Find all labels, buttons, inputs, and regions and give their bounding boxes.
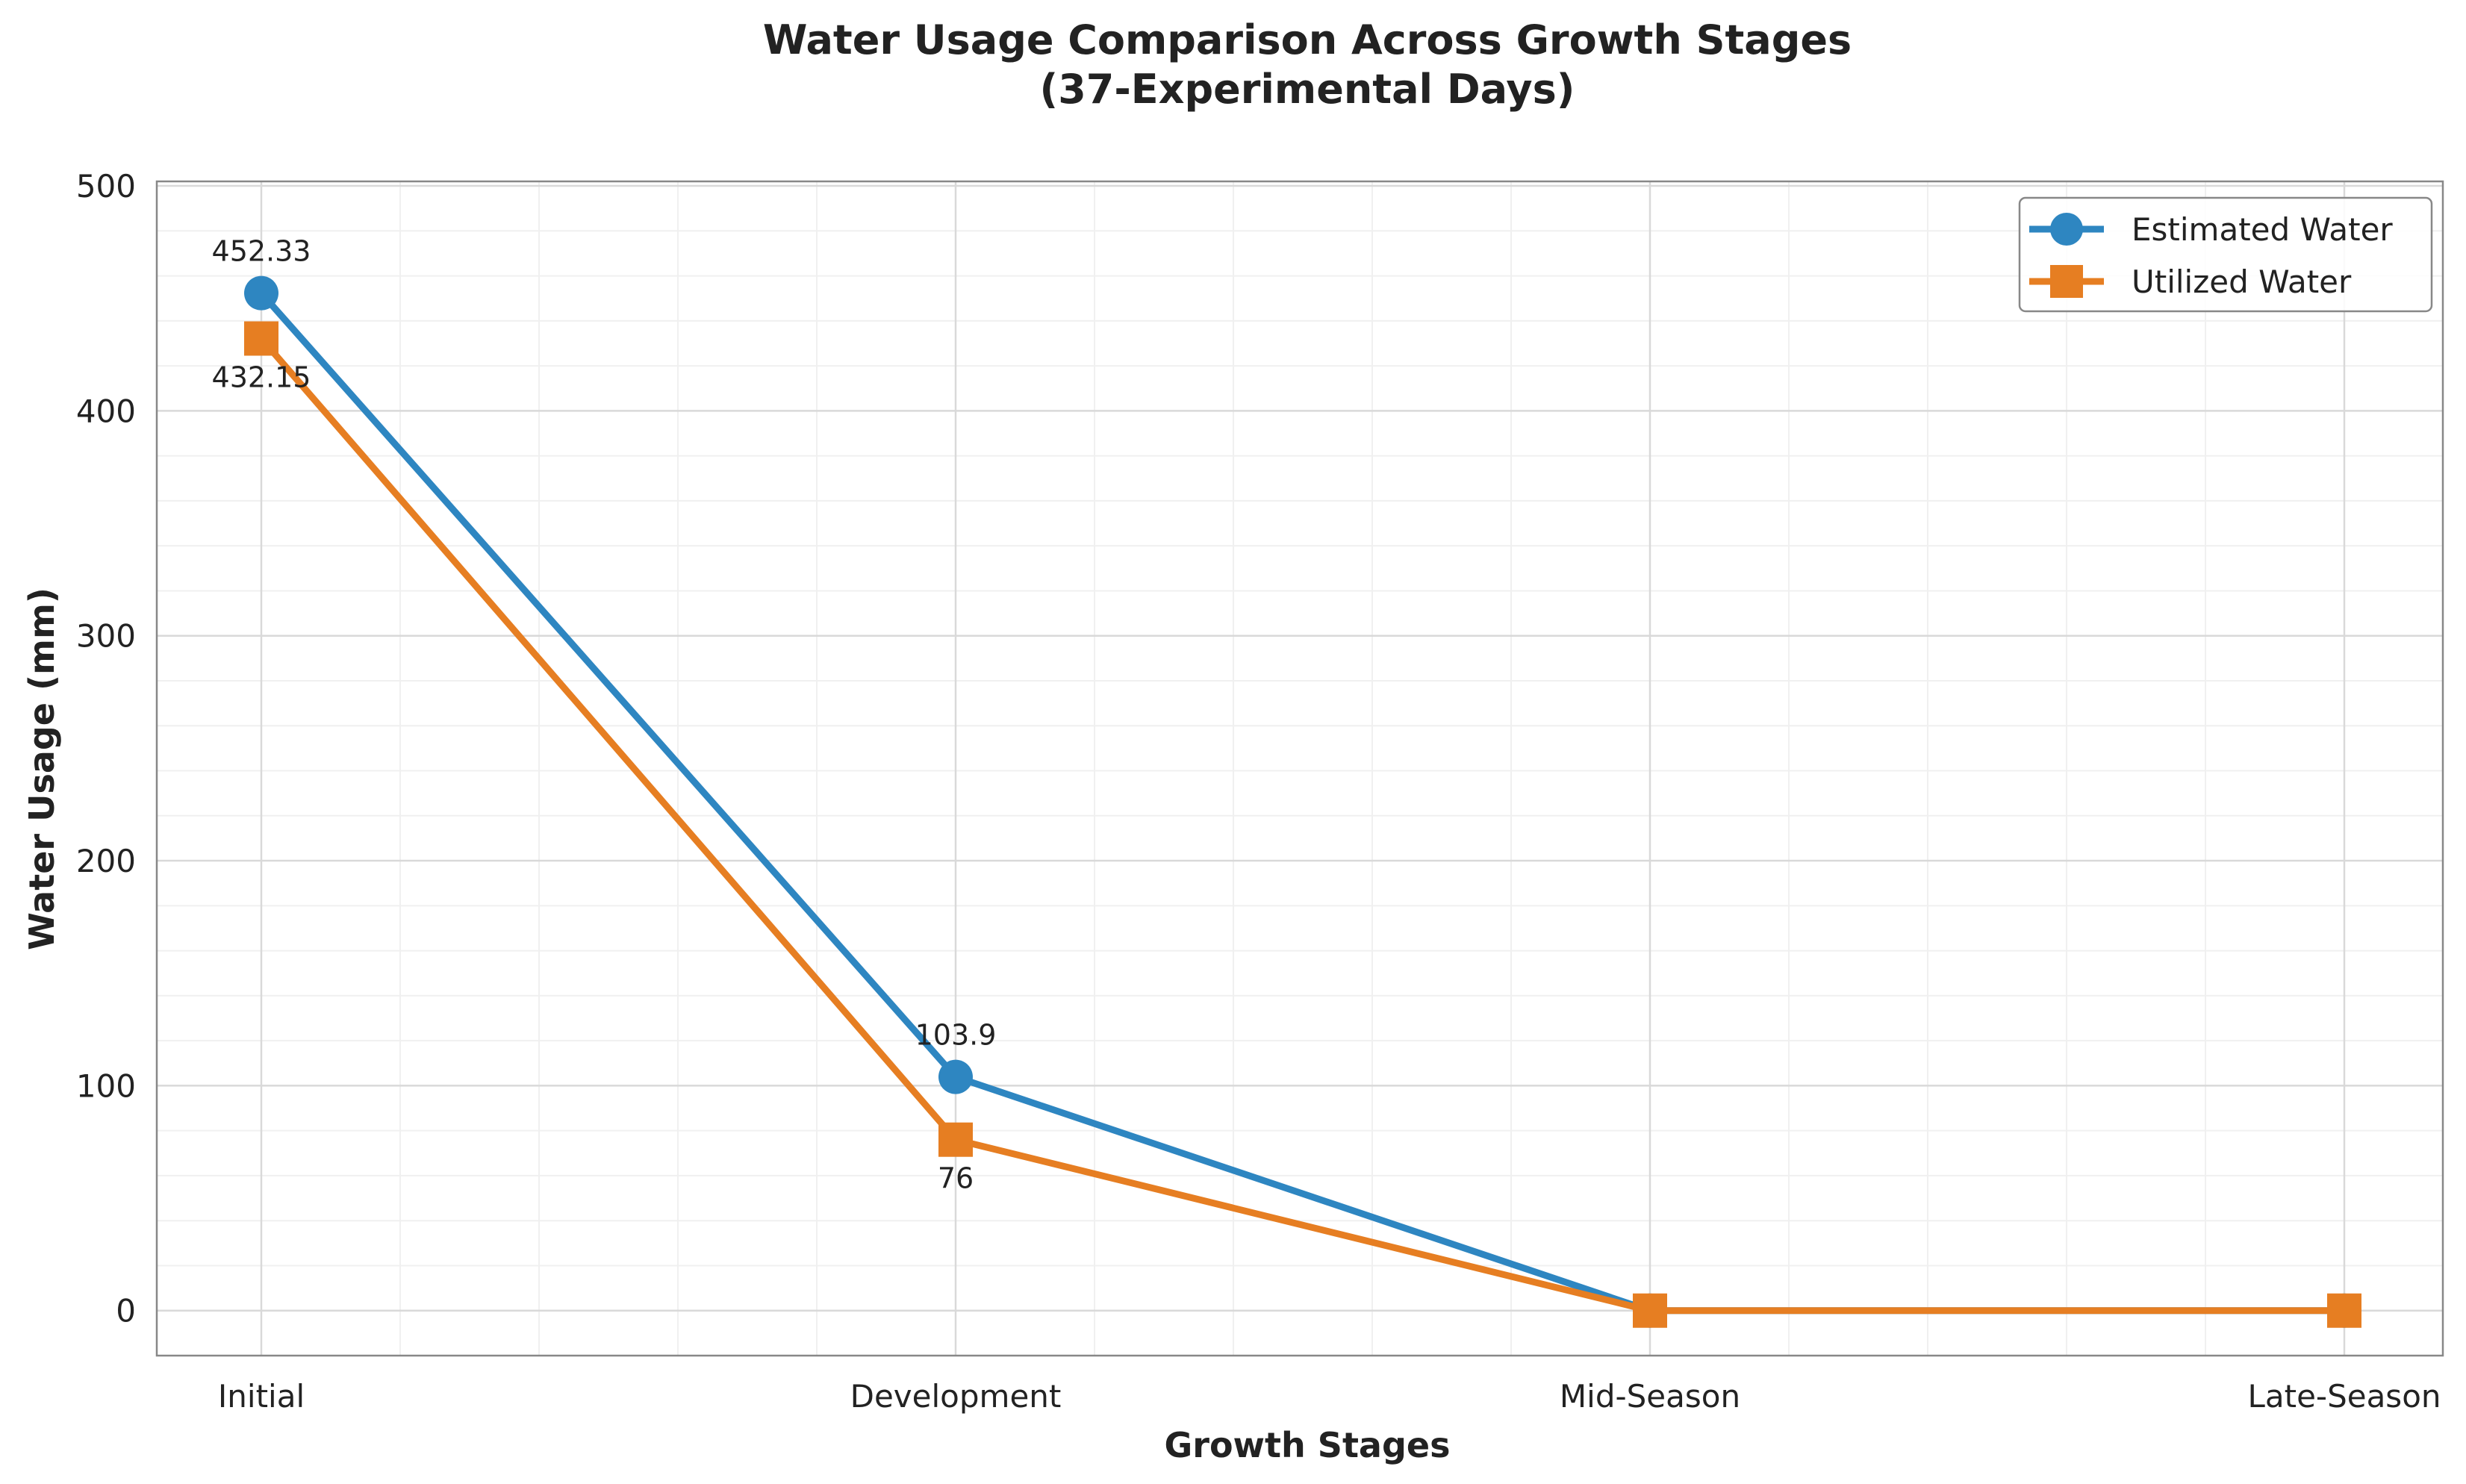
data-point-estimated — [244, 275, 278, 311]
x-axis-ticks: Initial Development Mid-Season Late-Season — [218, 1378, 2441, 1415]
y-axis-label: Water Usage (mm) — [22, 587, 62, 950]
legend-marker-circle — [2050, 213, 2083, 246]
data-label: 432.15 — [212, 361, 311, 393]
chart-title-line-1: Water Usage Comparison Across Growth Sta… — [763, 16, 1852, 63]
x-tick-label: Mid-Season — [1560, 1378, 1740, 1415]
data-point-estimated — [938, 1059, 973, 1094]
data-point-utilized — [244, 321, 278, 356]
series-line-1 — [258, 336, 2344, 1315]
data-label: 452.33 — [212, 235, 311, 268]
y-tick-label: 200 — [76, 843, 136, 879]
y-tick-label: 400 — [76, 393, 136, 429]
legend-label-0: Estimated Water — [2132, 211, 2393, 248]
legend: Estimated Water Utilized Water — [2018, 196, 2433, 313]
data-point-utilized — [1633, 1293, 1667, 1328]
data-point-utilized — [2327, 1293, 2361, 1328]
y-tick-label: 300 — [76, 618, 136, 655]
x-tick-label: Development — [850, 1378, 1062, 1415]
chart-title-line-2: (37-Experimental Days) — [1040, 66, 1575, 113]
x-axis-label: Growth Stages — [1165, 1425, 1451, 1465]
y-axis-ticks: 0 100 200 300 400 500 — [76, 168, 136, 1329]
x-tick-label: Initial — [218, 1378, 305, 1415]
data-point-utilized — [938, 1122, 973, 1157]
y-tick-label: 0 — [116, 1293, 136, 1329]
data-label: 76 — [938, 1162, 974, 1195]
y-tick-label: 100 — [76, 1067, 136, 1104]
legend-marker-square — [2050, 265, 2083, 298]
legend-box — [2018, 196, 2433, 313]
y-tick-label: 500 — [76, 168, 136, 205]
legend-label-1: Utilized Water — [2132, 264, 2352, 300]
plot-frame — [155, 180, 2444, 1357]
data-labels: 452.33 103.9 432.15 76 — [212, 235, 997, 1195]
series-layer — [244, 275, 2361, 1328]
data-label: 103.9 — [915, 1019, 997, 1052]
x-tick-label: Late-Season — [2247, 1378, 2441, 1415]
